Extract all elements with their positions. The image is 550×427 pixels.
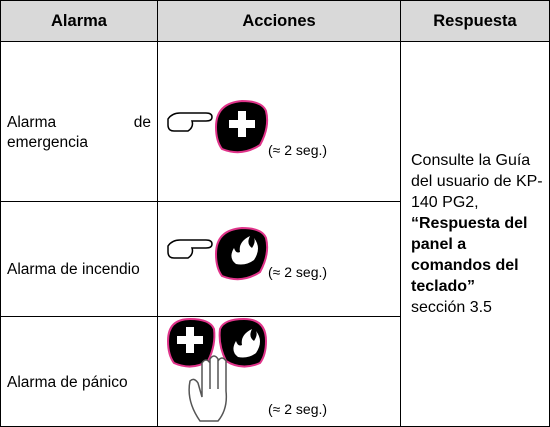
response-intro: Consulte la Guía del usuario de KP-140 P…: [411, 152, 543, 211]
emergency-key-icon: [167, 99, 269, 154]
duration-note: (≈ 2 seg.): [268, 264, 328, 280]
response-cell: Consulte la Guía del usuario de KP-140 P…: [400, 41, 550, 427]
duration-note: (≈ 2 seg.): [268, 401, 328, 417]
alarm-text: Alarma de incendio: [7, 261, 140, 278]
header-row: Alarma Acciones Respuesta: [0, 0, 550, 42]
alarm-text: Alarma de emergencia: [7, 113, 151, 151]
header-cell: Acciones: [157, 0, 401, 42]
header-cell: Respuesta: [400, 0, 550, 42]
fire-key-icon: [167, 226, 269, 281]
row: Alarma de emergencia (≈ 2 seg.) Consulte…: [0, 41, 550, 427]
response-reference: “Respuesta del panel a comandos del tecl…: [411, 215, 528, 295]
action-cell: (≈ 2 seg.): [157, 316, 401, 427]
alarm-cell: Alarma de emergencia: [0, 41, 158, 202]
row: Alarma de incendio (≈ 2 seg.): [0, 201, 550, 317]
alarm-cell: Alarma de incendio: [0, 201, 158, 317]
action-cell: (≈ 2 seg.): [157, 41, 401, 202]
header-cell: Alarma: [0, 0, 158, 42]
alarm-text: Alarma de pánico: [7, 373, 128, 391]
row: Alarma de pánico (≈ 2 seg.): [0, 316, 550, 427]
duration-note: (≈ 2 seg.): [268, 142, 328, 158]
action-cell: (≈ 2 seg.): [157, 201, 401, 317]
panic-keys-icon: [166, 317, 268, 422]
alarm-cell: Alarma de pánico: [0, 316, 158, 427]
response-section: sección 3.5: [411, 299, 492, 316]
